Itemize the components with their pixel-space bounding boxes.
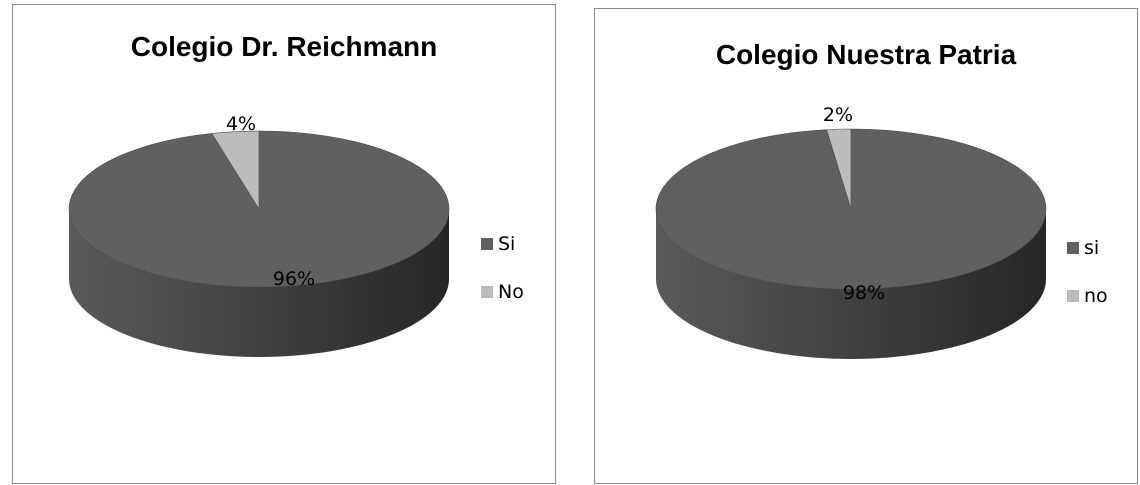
pie-slice-no [826,128,852,210]
data-label-si: 96% [273,268,315,290]
legend-item-si: si [1067,237,1099,259]
data-label-si: 98% [843,282,885,304]
legend-item-no: No [481,281,524,303]
legend-label-si: Si [498,233,516,255]
data-label-no: 2% [823,104,853,126]
legend-item-si: Si [481,233,515,255]
pie-chart-nuestra-patria: 98% 2% [655,104,1047,359]
pie-chart-reichmann: 96% 4% [68,113,450,357]
pie-side-wall [656,209,1046,359]
legend-label-no: No [498,281,524,303]
pie-side-wall [69,209,449,357]
chart-panel-reichmann: Colegio Dr. Reichmann 96% 4% Si No [12,4,556,484]
chart-title: Colegio Nuestra Patria [715,39,1017,70]
legend-swatch-no [1067,289,1079,302]
legend-item-no: no [1067,285,1108,307]
data-label-no: 4% [226,113,256,135]
pie-slice-no [211,130,260,211]
chart-title: Colegio Dr. Reichmann [130,31,438,62]
legend-label-si: si [1084,237,1100,259]
legend-swatch-si [481,237,493,250]
legend-swatch-si [1067,241,1079,254]
chart-panel-nuestra-patria: Colegio Nuestra Patria 98% 2% si no [594,8,1138,484]
legend-swatch-no [481,285,493,298]
legend-label-no: no [1084,285,1108,307]
